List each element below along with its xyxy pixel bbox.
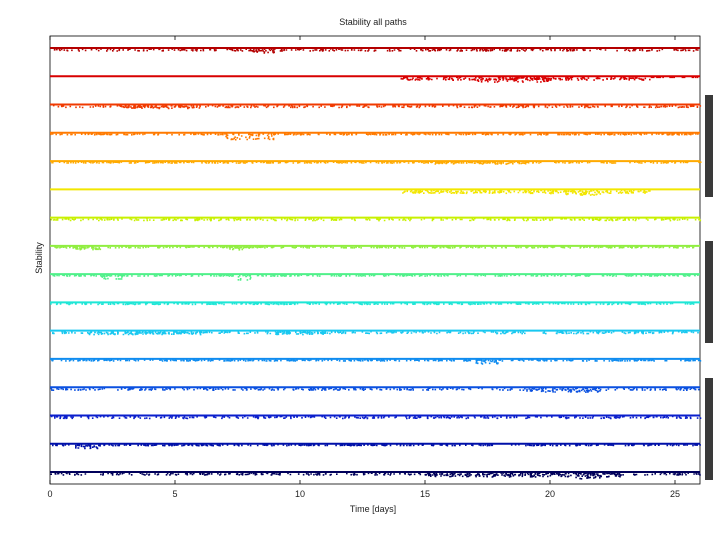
series-points [50,217,702,222]
series-path-10 [50,301,700,306]
plot-frame [49,35,701,485]
sidebar-bar-middle [705,241,713,343]
x-axis-label: Time [days] [350,504,396,514]
x-tick-label: 0 [47,489,52,499]
series-path-15 [50,442,701,450]
series-points [402,189,651,196]
series-points [53,48,699,54]
series-path-11 [50,329,700,336]
series-path-14 [50,414,702,420]
series-points [50,387,700,393]
series-path-1 [50,47,700,54]
series-path-13 [50,386,700,393]
y-axis-label: Stability [34,242,44,274]
series-path-2 [50,75,700,83]
x-axis-ticks: 0 5 10 15 20 25 [47,36,680,499]
series-path-12 [50,357,702,365]
x-tick-label: 25 [670,489,680,499]
series-points [50,302,695,306]
series-points [52,104,702,110]
series-points [51,161,702,165]
series-path-8 [50,244,700,251]
series-points [50,415,702,420]
x-tick-label: 15 [420,489,430,499]
series-points [51,359,702,365]
sidebar-bar-bottom [705,378,713,480]
series-path-7 [50,216,702,222]
series-path-4 [50,131,700,141]
x-tick-label: 5 [172,489,177,499]
chart-title: Stability all paths [339,17,407,27]
series-path-5 [50,160,702,165]
x-tick-label: 20 [545,489,555,499]
series-points [52,443,701,450]
series-path-16 [50,471,701,480]
series-points [50,472,701,480]
series-points [54,246,695,251]
series-path-6 [50,188,700,196]
x-tick-label: 10 [295,489,305,499]
series-path-3 [50,103,702,110]
sidebar-bar-top [705,95,713,197]
series-points [52,330,699,336]
series-path-9 [50,273,700,281]
series-points [400,76,699,83]
series-points [52,274,699,281]
series-points [50,133,699,141]
series-layer [50,47,702,480]
